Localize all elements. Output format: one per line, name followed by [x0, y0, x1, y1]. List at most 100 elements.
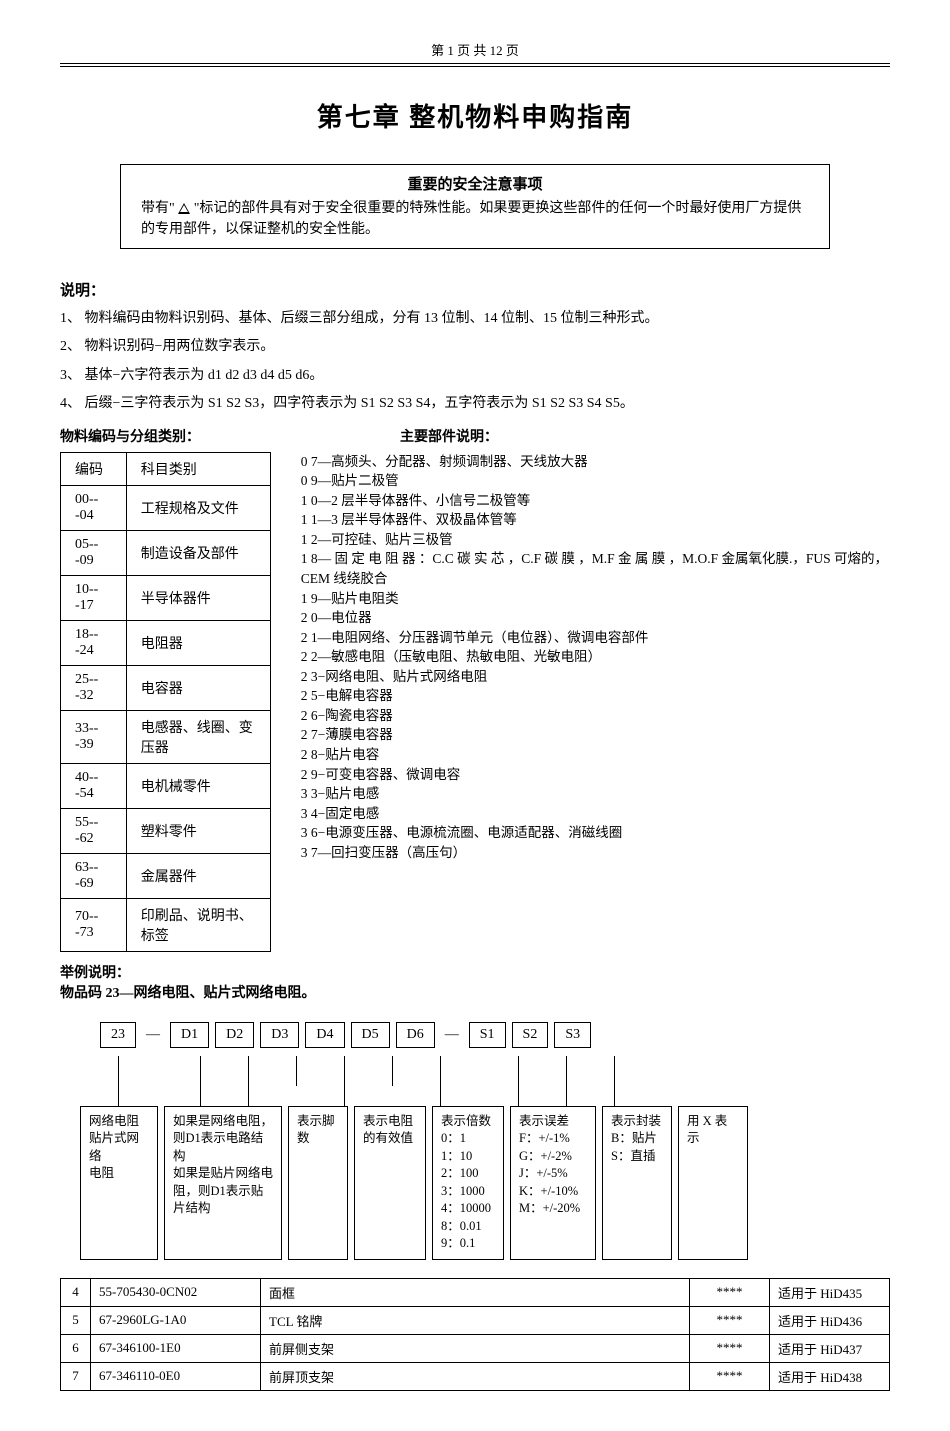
desc-line: 网络电阻 — [89, 1113, 149, 1131]
diag-cell: D2 — [215, 1022, 254, 1048]
table-header-row: 编码 科目类别 — [61, 452, 271, 485]
cell: 55-705430-0CN02 — [91, 1278, 261, 1306]
safety-text-pre: 带有" — [141, 201, 175, 216]
cell: 面框 — [261, 1278, 690, 1306]
safety-notice-box: 重要的安全注意事项 带有" "标记的部件具有对于安全很重要的特殊性能。如果要更换… — [120, 164, 830, 249]
parts-desc-label: 主要部件说明： — [400, 426, 498, 446]
cell: 67-2960LG-1A0 — [91, 1306, 261, 1334]
cell: **** — [690, 1362, 770, 1390]
cell: 63---69 — [61, 853, 127, 898]
table-row: 05---09制造设备及部件 — [61, 530, 271, 575]
code-group-label: 物料编码与分组类别： — [60, 426, 200, 446]
desc-line: 0：1 — [441, 1130, 495, 1148]
desc-box: 表示电阻的有效值 — [354, 1106, 426, 1260]
cell: 电感器、线圈、变压器 — [126, 710, 270, 763]
cell: 适用于 HiD435 — [770, 1278, 890, 1306]
parts-line: 2 6−陶瓷电容器 — [301, 706, 890, 726]
desc-box: 表示倍数0：11：102：1003：10004：100008：0.019：0.1 — [432, 1106, 504, 1260]
parts-line: 0 7—高频头、分配器、射频调制器、天线放大器 — [301, 452, 890, 472]
bottom-parts-table: 4 55-705430-0CN02 面框 **** 适用于 HiD435 5 6… — [60, 1278, 890, 1391]
parts-line: 1 0—2 层半导体器件、小信号二极管等 — [301, 491, 890, 511]
diag-dash: — — [441, 1027, 463, 1043]
table-row: 63---69金属器件 — [61, 853, 271, 898]
desc-line: 8：0.01 — [441, 1218, 495, 1236]
th-category: 科目类别 — [126, 452, 270, 485]
desc-line: 贴片式网络 — [89, 1130, 149, 1165]
cell: 电阻器 — [126, 620, 270, 665]
desc-box: 如果是网络电阻，则D1表示电路结构如果是贴片网络电阻，则D1表示贴片结构 — [164, 1106, 282, 1260]
desc-box: 表示脚数 — [288, 1106, 348, 1260]
code-structure-diagram: 23 — D1 D2 D3 D4 D5 D6 — S1 S2 S3 — [100, 1022, 890, 1048]
table-row: 7 67-346110-0E0 前屏顶支架 **** 适用于 HiD438 — [61, 1362, 890, 1390]
cell: **** — [690, 1306, 770, 1334]
cell: TCL 铭牌 — [261, 1306, 690, 1334]
desc-line: G：+/-2% — [519, 1148, 587, 1166]
safety-body: 带有" "标记的部件具有对于安全很重要的特殊性能。如果要更换这些部件的任何一个时… — [141, 198, 809, 240]
desc-line: 表示脚数 — [297, 1113, 339, 1148]
header-rule-1 — [60, 63, 890, 64]
cell: 40---54 — [61, 763, 127, 808]
cell: 25---32 — [61, 665, 127, 710]
cell: 55---62 — [61, 808, 127, 853]
desc-line: 3：1000 — [441, 1183, 495, 1201]
cell: 前屏顶支架 — [261, 1362, 690, 1390]
desc-line: 如果是贴片网络电阻，则D1表示贴片结构 — [173, 1165, 273, 1218]
desc-line: 用 X 表示 — [687, 1113, 739, 1148]
explain-list: 1、 物料编码由物料识别码、基体、后缀三部分组成，分有 13 位制、14 位制、… — [60, 308, 890, 416]
cell: 金属器件 — [126, 853, 270, 898]
parts-line: 1 9—贴片电阻类 — [301, 589, 890, 609]
desc-box: 表示误差F：+/-1%G：+/-2%J：+/-5%K：+/-10%M：+/-20… — [510, 1106, 596, 1260]
cell: 工程规格及文件 — [126, 485, 270, 530]
desc-line: 9：0.1 — [441, 1235, 495, 1253]
desc-line: 4：10000 — [441, 1200, 495, 1218]
diag-cell: D5 — [351, 1022, 390, 1048]
diag-cell: D4 — [305, 1022, 344, 1048]
cell: 5 — [61, 1306, 91, 1334]
example-label-text: 举例说明： — [60, 966, 130, 981]
parts-line: 0 9—贴片二极管 — [301, 471, 890, 491]
cell: 10---17 — [61, 575, 127, 620]
code-table-wrap: 编码 科目类别 00---04工程规格及文件 05---09制造设备及部件 10… — [60, 452, 271, 952]
cell: 00---04 — [61, 485, 127, 530]
cell: 67-346110-0E0 — [91, 1362, 261, 1390]
table-row: 10---17半导体器件 — [61, 575, 271, 620]
diag-cell: 23 — [100, 1022, 136, 1048]
parts-line: 2 3−网络电阻、贴片式网络电阻 — [301, 667, 890, 687]
desc-line: 表示电阻的有效值 — [363, 1113, 417, 1148]
cell: 适用于 HiD437 — [770, 1334, 890, 1362]
diag-cell: S2 — [512, 1022, 549, 1048]
explain-item: 1、 物料编码由物料识别码、基体、后缀三部分组成，分有 13 位制、14 位制、… — [60, 308, 890, 330]
desc-line: 1：10 — [441, 1148, 495, 1166]
table-row: 18---24电阻器 — [61, 620, 271, 665]
cell: 18---24 — [61, 620, 127, 665]
example-label: 举例说明： 物品码 23—网络电阻、贴片式网络电阻。 — [60, 962, 890, 1002]
cell: 塑料零件 — [126, 808, 270, 853]
parts-line: 2 9−可变电容器、微调电容 — [301, 765, 890, 785]
parts-line: 2 2—敏感电阻（压敏电阻、热敏电阻、光敏电阻） — [301, 647, 890, 667]
desc-line: B：贴片 — [611, 1130, 663, 1148]
cell: **** — [690, 1334, 770, 1362]
desc-box: 用 X 表示 — [678, 1106, 748, 1260]
example-sub-text: 物品码 23—网络电阻、贴片式网络电阻。 — [60, 986, 316, 1001]
parts-line: 3 6−电源变压器、电源梳流圈、电源适配器、消磁线圈 — [301, 823, 890, 843]
desc-line: K：+/-10% — [519, 1183, 587, 1201]
parts-line: 3 7—回扫变压器（高压句） — [301, 843, 890, 863]
explain-item: 2、 物料识别码−用两位数字表示。 — [60, 336, 890, 358]
cell: 05---09 — [61, 530, 127, 575]
table-row: 55---62塑料零件 — [61, 808, 271, 853]
parts-line: 2 8−贴片电容 — [301, 745, 890, 765]
explain-item: 3、 基体−六字符表示为 d1 d2 d3 d4 d5 d6。 — [60, 365, 890, 387]
desc-line: F：+/-1% — [519, 1130, 587, 1148]
parts-line: 2 1—电阻网络、分压器调节单元（电位器）、微调电容部件 — [301, 628, 890, 648]
page-header: 第 1 页 共 12 页 — [60, 40, 890, 59]
desc-line: 表示封装 — [611, 1113, 663, 1131]
table-row: 00---04工程规格及文件 — [61, 485, 271, 530]
desc-line: S：直插 — [611, 1148, 663, 1166]
explain-label: 说明： — [60, 279, 890, 300]
parts-line: 2 7−薄膜电容器 — [301, 725, 890, 745]
desc-line: 电阻 — [89, 1165, 149, 1183]
desc-line: 如果是网络电阻，则D1表示电路结构 — [173, 1113, 273, 1166]
diag-cell: D1 — [170, 1022, 209, 1048]
table-row: 40---54电机械零件 — [61, 763, 271, 808]
parts-description-list: 0 7—高频头、分配器、射频调制器、天线放大器 0 9—贴片二极管 1 0—2 … — [301, 452, 890, 952]
